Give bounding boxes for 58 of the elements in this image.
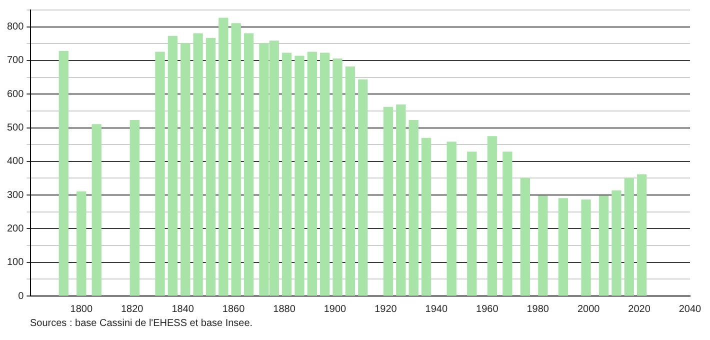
bar xyxy=(58,51,68,296)
bar xyxy=(294,56,304,296)
bar xyxy=(231,23,241,296)
x-tick-label: 2020 xyxy=(628,304,651,315)
bar xyxy=(446,142,456,296)
bar xyxy=(193,33,203,296)
y-tick-label: 300 xyxy=(6,190,24,201)
bar xyxy=(612,190,622,296)
x-tick-label: 1920 xyxy=(374,304,398,315)
bar xyxy=(598,196,609,296)
x-tick-label: 1820 xyxy=(120,304,144,315)
bar xyxy=(421,138,432,296)
bar xyxy=(155,52,165,296)
y-tick-label: 0 xyxy=(18,290,24,302)
x-tick-label: 1860 xyxy=(222,304,246,315)
y-tick-label: 400 xyxy=(6,156,24,168)
bar xyxy=(558,198,568,296)
bar xyxy=(206,38,216,296)
x-tick-label: 2040 xyxy=(678,304,702,315)
x-tick-label: 1980 xyxy=(526,304,550,315)
bar xyxy=(408,120,418,296)
bar xyxy=(244,33,254,296)
bar xyxy=(636,174,647,296)
bar xyxy=(168,36,178,296)
bar xyxy=(282,52,292,296)
source-note: Sources : base Cassini de l'EHESS et base Insee. xyxy=(29,318,254,329)
bar xyxy=(467,152,477,296)
x-tick-label: 1880 xyxy=(273,304,296,315)
bar xyxy=(487,136,498,296)
x-tick-label: 1900 xyxy=(324,304,347,315)
x-tick-label: 1960 xyxy=(476,304,499,315)
bar xyxy=(624,178,634,296)
bar xyxy=(76,191,86,296)
bar xyxy=(218,18,228,296)
y-tick-label: 500 xyxy=(6,122,24,134)
y-tick-label: 100 xyxy=(6,257,24,268)
bar xyxy=(383,106,394,296)
x-tick-label: 1940 xyxy=(425,304,448,315)
bar xyxy=(180,43,190,296)
x-tick-label: 1800 xyxy=(70,304,93,315)
y-tick-label: 700 xyxy=(6,55,24,66)
bar xyxy=(332,58,342,296)
bar xyxy=(520,178,530,296)
bar xyxy=(358,79,368,296)
bar xyxy=(345,66,356,296)
bar xyxy=(538,196,548,296)
bar xyxy=(396,104,406,296)
bar xyxy=(502,152,512,296)
bar xyxy=(92,124,102,296)
bar xyxy=(320,52,330,296)
x-tick-label: 1840 xyxy=(172,304,194,315)
x-tick-label: 2000 xyxy=(577,304,600,315)
bar xyxy=(581,199,591,296)
bar xyxy=(130,120,140,296)
bar xyxy=(307,52,317,296)
y-tick-label: 200 xyxy=(6,223,24,234)
y-tick-label: 800 xyxy=(6,22,24,33)
y-tick-label: 600 xyxy=(6,88,24,100)
